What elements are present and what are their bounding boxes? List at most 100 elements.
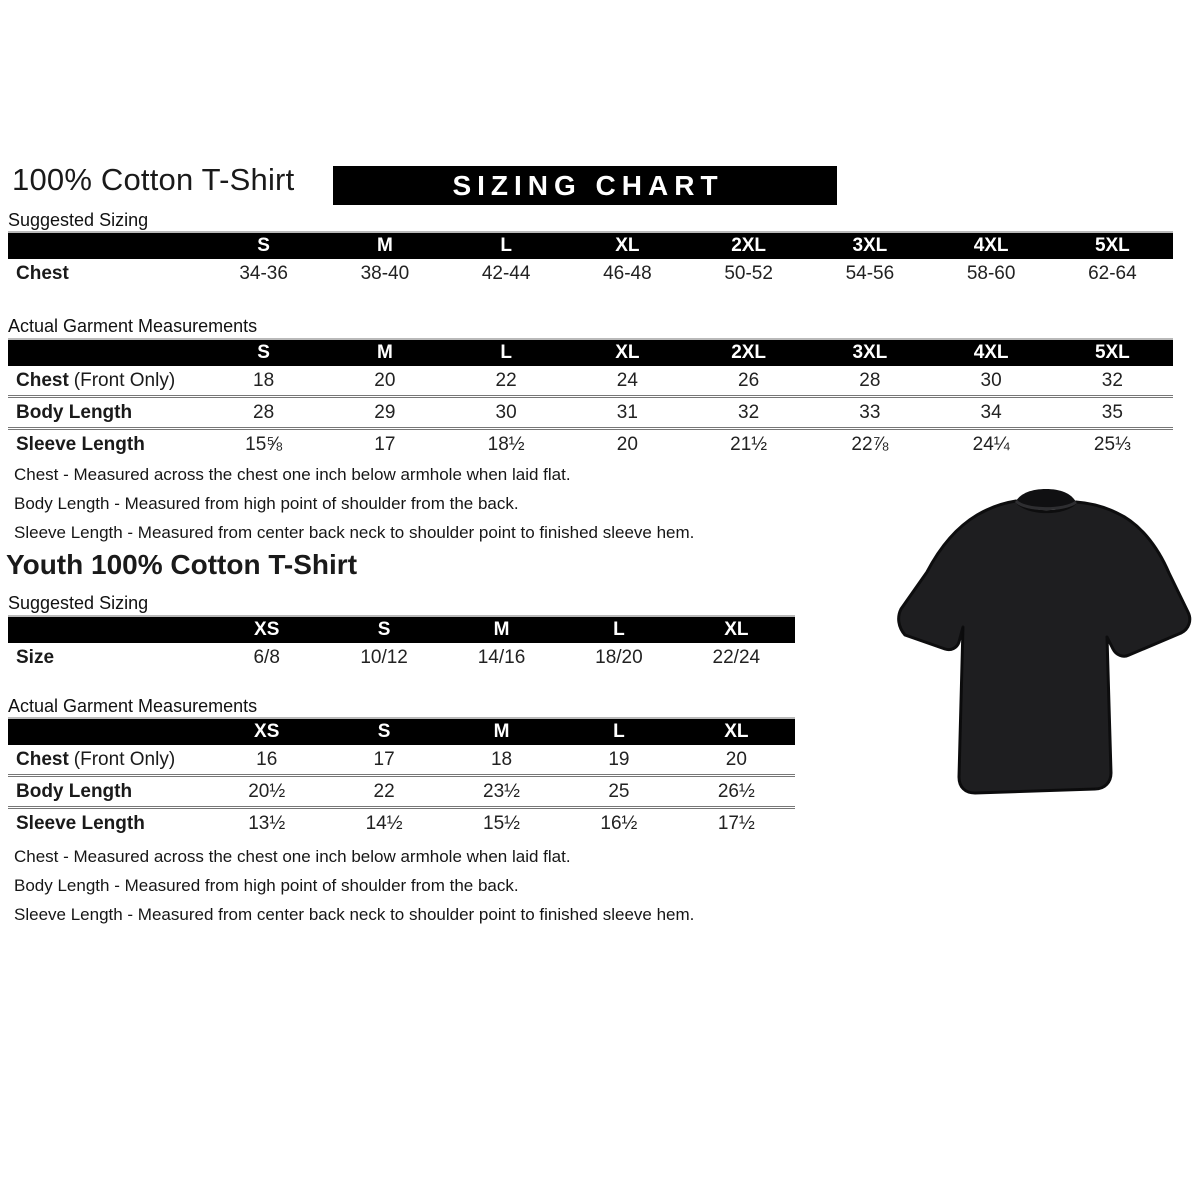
size-col-header: L [613, 619, 625, 640]
table-cell: 54-56 [845, 262, 895, 284]
table-cell: 26½ [717, 780, 755, 802]
adult-actual-header-row: S M L XL 2XL 3XL 4XL 5XL [8, 338, 1173, 366]
table-cell: 18/20 [595, 646, 643, 668]
note-line: Sleeve Length - Measured from center bac… [14, 905, 695, 924]
size-col-header: XL [724, 619, 749, 640]
table-cell: 20½ [248, 780, 286, 802]
table-cell: 18½ [487, 433, 525, 455]
row-label-suffix: (Front Only) [73, 369, 176, 391]
table-cell: 22/24 [712, 646, 761, 668]
size-col-header: M [493, 619, 510, 640]
table-cell: 62-64 [1088, 262, 1137, 284]
youth-suggested-table: XS S M L XL Size 6/8 10/12 14/16 18/20 2… [8, 615, 795, 672]
youth-actual-table: XS S M L XL Chest (Front Only) 16 17 18 1… [8, 717, 795, 838]
adult-suggested-table: S M L XL 2XL 3XL 4XL 5XL Chest 34-36 38-… [8, 231, 1173, 288]
row-label-suffix: (Front Only) [73, 748, 176, 770]
table-cell: 32 [738, 401, 760, 423]
table-row: Chest 34-36 38-40 42-44 46-48 50-52 54-5… [8, 259, 1173, 288]
table-cell: 20 [725, 748, 747, 770]
table-cell: 34 [980, 401, 1002, 423]
sizing-chart-banner: SIZING CHART [333, 166, 837, 205]
table-cell: 30 [495, 401, 517, 423]
table-cell: 42-44 [481, 262, 531, 284]
table-cell: 33 [859, 401, 881, 423]
table-cell: 21½ [730, 433, 768, 455]
table-cell: 18 [253, 369, 275, 391]
size-col-header: XL [615, 342, 640, 363]
youth-suggested-sizing-label: Suggested Sizing [8, 593, 149, 613]
row-label-text: Body Length [16, 401, 133, 423]
row-label-text: Body Length [16, 780, 133, 802]
row-label-text: Chest [16, 262, 69, 284]
table-row: Chest (Front Only) 16 17 18 19 20 [8, 745, 795, 774]
row-label: Chest (Front Only) [8, 749, 208, 771]
size-col-header: 3XL [852, 342, 888, 363]
size-col-header: 3XL [852, 235, 888, 256]
size-col-header: M [493, 721, 510, 742]
size-col-header: 4XL [973, 342, 1009, 363]
adult-measurement-notes: Chest - Measured across the chest one in… [14, 460, 694, 547]
table-cell: 24 [616, 369, 638, 391]
row-label: Sleeve Length [8, 434, 203, 456]
size-col-header: L [613, 721, 625, 742]
table-cell: 23½ [483, 780, 520, 802]
row-label: Chest [8, 263, 203, 285]
table-row: Chest (Front Only) 18 20 22 24 26 28 30 3… [8, 366, 1173, 395]
table-cell: 17 [373, 748, 395, 770]
table-cell: 35 [1101, 401, 1123, 423]
table-cell: 22⅞ [851, 433, 889, 455]
adult-actual-measurements-label: Actual Garment Measurements [8, 316, 258, 336]
size-col-header: S [377, 619, 391, 640]
size-col-header: 2XL [731, 235, 767, 256]
table-cell: 15½ [483, 812, 520, 834]
youth-title: Youth 100% Cotton T-Shirt [6, 549, 358, 580]
row-label: Sleeve Length [8, 813, 208, 835]
size-col-header: M [376, 235, 393, 256]
black-tshirt-image [885, 477, 1200, 812]
table-cell: 17½ [717, 812, 755, 834]
size-col-header: XL [615, 235, 640, 256]
size-col-header: S [377, 721, 391, 742]
table-row: Body Length 28 29 30 31 32 33 34 35 [8, 395, 1173, 427]
table-row: Sleeve Length 15⅝ 17 18½ 20 21½ 22⅞ 24¼ … [8, 427, 1173, 459]
row-label-text: Sleeve Length [16, 433, 145, 455]
size-col-header: L [500, 235, 512, 256]
table-cell: 14/16 [477, 646, 526, 668]
table-row: Sleeve Length 13½ 14½ 15½ 16½ 17½ [8, 806, 795, 838]
size-col-header: XS [254, 619, 280, 640]
table-cell: 19 [608, 748, 630, 770]
table-row: Body Length 20½ 22 23½ 25 26½ [8, 774, 795, 806]
row-label: Chest (Front Only) [8, 370, 203, 392]
table-cell: 15⅝ [245, 433, 283, 455]
note-line: Body Length - Measured from high point o… [14, 494, 519, 513]
table-cell: 46-48 [603, 262, 652, 284]
note-line: Body Length - Measured from high point o… [14, 876, 519, 895]
table-cell: 13½ [248, 812, 286, 834]
table-cell: 17 [374, 433, 396, 455]
table-cell: 28 [859, 369, 881, 391]
note-line: Sleeve Length - Measured from center bac… [14, 523, 695, 542]
size-col-header: S [257, 342, 270, 363]
size-col-header: L [500, 342, 512, 363]
adult-suggested-header-row: S M L XL 2XL 3XL 4XL 5XL [8, 231, 1173, 259]
table-cell: 16½ [600, 812, 638, 834]
row-label-text: Chest [16, 748, 69, 770]
table-cell: 25 [608, 780, 630, 802]
table-cell: 6/8 [253, 646, 280, 668]
table-cell: 25⅓ [1093, 433, 1131, 455]
table-cell: 16 [256, 748, 278, 770]
size-col-header: XS [254, 721, 280, 742]
table-cell: 30 [980, 369, 1002, 391]
table-cell: 22 [373, 780, 395, 802]
table-cell: 34-36 [239, 262, 288, 284]
youth-actual-header-row: XS S M L XL [8, 717, 795, 745]
page-title: 100% Cotton T-Shirt [12, 162, 295, 197]
table-cell: 18 [490, 748, 513, 770]
table-cell: 20 [616, 433, 638, 455]
table-cell: 14½ [365, 812, 403, 834]
row-label-text: Sleeve Length [16, 812, 145, 834]
table-cell: 26 [738, 369, 760, 391]
size-col-header: 5XL [1094, 235, 1130, 256]
note-line: Chest - Measured across the chest one in… [14, 465, 571, 484]
adult-suggested-sizing-label: Suggested Sizing [8, 210, 149, 230]
